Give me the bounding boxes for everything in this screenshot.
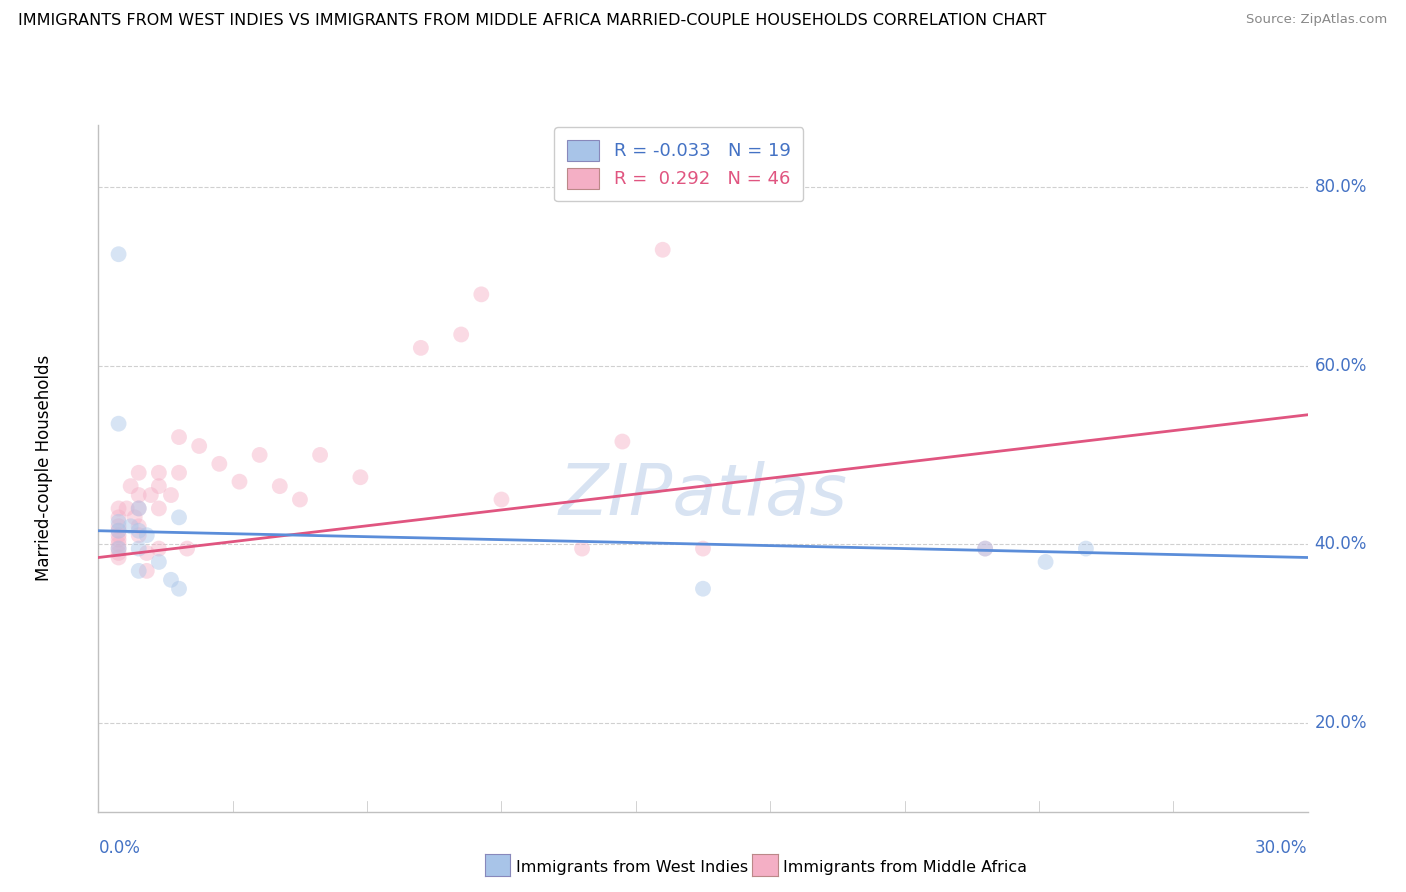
Point xyxy=(107,524,129,538)
Point xyxy=(148,541,170,556)
Point xyxy=(124,510,146,524)
Text: 30.0%: 30.0% xyxy=(1256,839,1308,857)
Point xyxy=(128,501,150,516)
Point xyxy=(612,434,634,449)
Point xyxy=(128,528,150,542)
Point xyxy=(167,582,190,596)
Text: 40.0%: 40.0% xyxy=(1315,535,1367,553)
Point xyxy=(188,439,211,453)
Point xyxy=(349,470,371,484)
Point xyxy=(128,501,150,516)
Point xyxy=(128,466,150,480)
Point xyxy=(160,488,183,502)
Text: 60.0%: 60.0% xyxy=(1315,357,1367,375)
Point xyxy=(167,510,190,524)
Point xyxy=(450,327,472,342)
Point xyxy=(128,564,150,578)
Point xyxy=(107,533,129,547)
Point xyxy=(107,546,129,560)
Text: Immigrants from Middle Africa: Immigrants from Middle Africa xyxy=(783,861,1028,875)
Point xyxy=(135,564,157,578)
Text: 0.0%: 0.0% xyxy=(98,839,141,857)
Point xyxy=(107,515,129,529)
Point xyxy=(692,541,714,556)
Point xyxy=(107,417,129,431)
Point xyxy=(974,541,997,556)
Point xyxy=(148,466,170,480)
Point xyxy=(107,524,129,538)
Point xyxy=(139,488,162,502)
Point xyxy=(148,501,170,516)
Point xyxy=(167,466,190,480)
Point xyxy=(107,541,129,556)
Text: Immigrants from West Indies: Immigrants from West Indies xyxy=(516,861,748,875)
Point xyxy=(288,492,311,507)
Point xyxy=(107,247,129,261)
Point xyxy=(228,475,250,489)
Text: IMMIGRANTS FROM WEST INDIES VS IMMIGRANTS FROM MIDDLE AFRICA MARRIED-COUPLE HOUS: IMMIGRANTS FROM WEST INDIES VS IMMIGRANT… xyxy=(18,13,1046,29)
Point xyxy=(309,448,332,462)
Point xyxy=(107,501,129,516)
Text: 20.0%: 20.0% xyxy=(1315,714,1367,731)
Point xyxy=(167,430,190,444)
Point xyxy=(148,555,170,569)
Point xyxy=(128,541,150,556)
Point xyxy=(115,501,138,516)
Point xyxy=(107,528,129,542)
Point xyxy=(491,492,513,507)
Point xyxy=(974,541,997,556)
Text: 80.0%: 80.0% xyxy=(1315,178,1367,196)
Text: ZIPatlas: ZIPatlas xyxy=(558,461,848,530)
Point xyxy=(269,479,291,493)
Point xyxy=(120,479,142,493)
Point xyxy=(160,573,183,587)
Point xyxy=(148,479,170,493)
Point xyxy=(135,546,157,560)
Point xyxy=(128,524,150,538)
Text: Source: ZipAtlas.com: Source: ZipAtlas.com xyxy=(1247,13,1388,27)
Point xyxy=(107,510,129,524)
Point xyxy=(107,541,129,556)
Point xyxy=(571,541,593,556)
Point xyxy=(107,550,129,565)
Point xyxy=(107,519,129,533)
Point xyxy=(470,287,492,301)
Point xyxy=(208,457,231,471)
Text: Married-couple Households: Married-couple Households xyxy=(35,355,53,582)
Legend: R = -0.033   N = 19, R =  0.292   N = 46: R = -0.033 N = 19, R = 0.292 N = 46 xyxy=(554,127,803,202)
Point xyxy=(1074,541,1097,556)
Point xyxy=(128,488,150,502)
Point xyxy=(409,341,432,355)
Point xyxy=(128,519,150,533)
Point xyxy=(1035,555,1057,569)
Point xyxy=(135,528,157,542)
Point xyxy=(692,582,714,596)
Point xyxy=(107,537,129,551)
Point xyxy=(176,541,198,556)
Point xyxy=(120,519,142,533)
Point xyxy=(249,448,271,462)
Point xyxy=(651,243,673,257)
